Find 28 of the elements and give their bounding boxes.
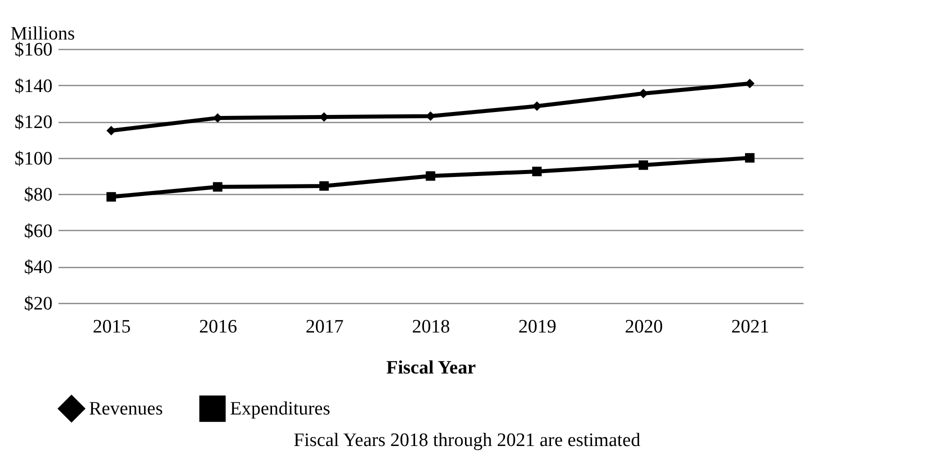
point (426, 171, 436, 181)
text: Fiscal Years 2018 through 2021 are estimated (292, 430, 642, 452)
point (212, 182, 222, 192)
point (532, 166, 542, 176)
x-tick-label: 2020 (624, 316, 663, 338)
x-tick-label: 2019 (518, 316, 556, 338)
y-tick-label: $40 (24, 257, 52, 278)
point (745, 78, 755, 88)
y-tick-label: $20 (24, 294, 52, 314)
x-tick-label: 2015 (92, 316, 131, 338)
point (745, 153, 755, 163)
legend-label: Expenditures (230, 398, 330, 420)
y-tick-label: $120 (14, 112, 52, 134)
y-tick-label: $100 (14, 148, 52, 170)
legend-label: Revenues (89, 398, 163, 420)
y-tick-label: $60 (24, 220, 52, 242)
point (106, 192, 116, 202)
x-axis-title: Fiscal Year (386, 358, 476, 378)
y-tick-label: $80 (24, 184, 52, 206)
point (106, 126, 116, 136)
x-tick-label: 2016 (199, 316, 238, 338)
point (319, 181, 329, 191)
point (532, 101, 542, 111)
x-tick-label: 2021 (731, 316, 770, 338)
y-tick-label: $140 (14, 76, 52, 97)
x-tick-label: 2017 (306, 316, 344, 338)
x-tick-label: 2018 (412, 316, 450, 338)
point (638, 160, 648, 170)
